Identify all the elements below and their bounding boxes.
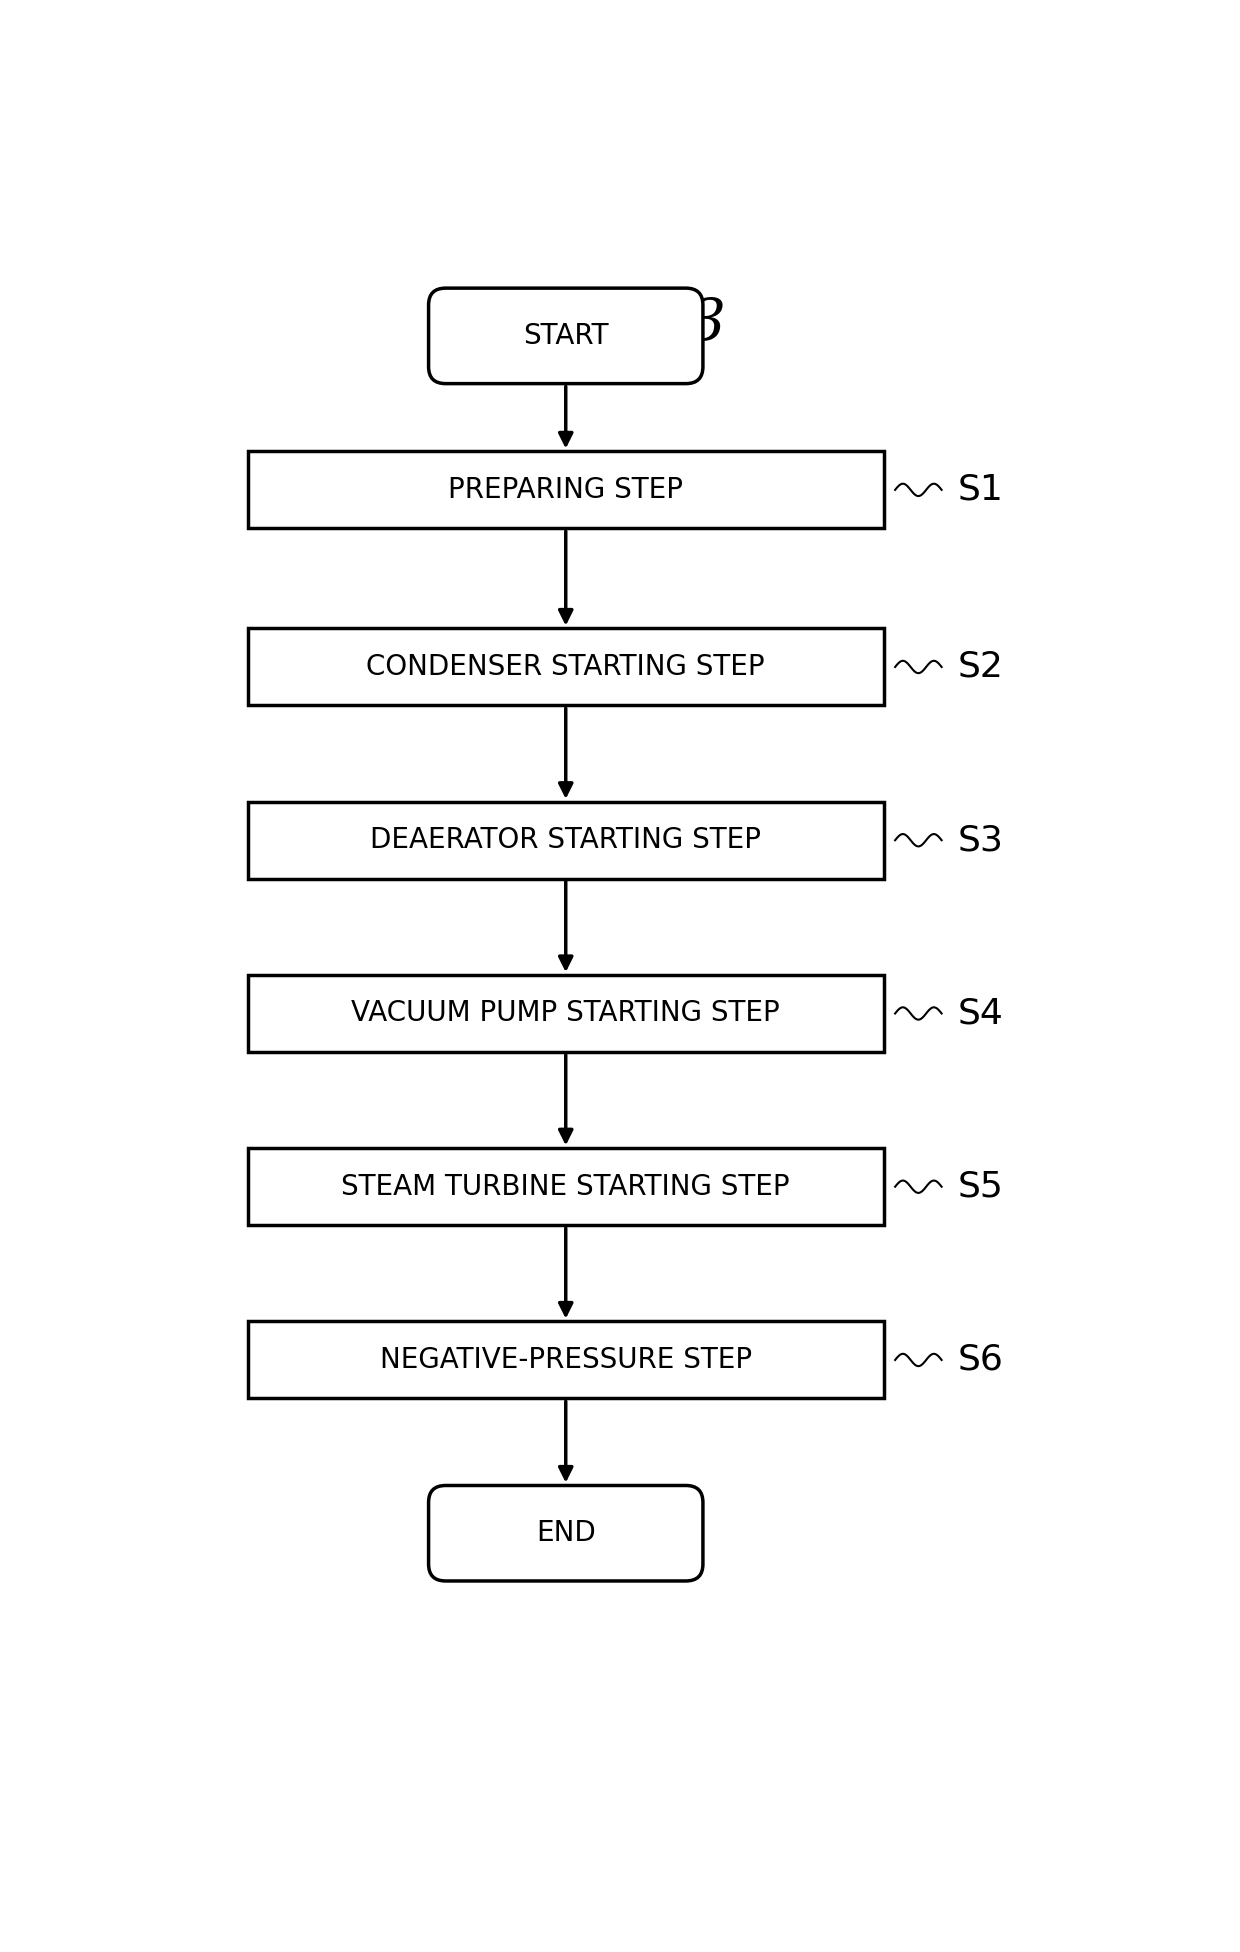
Text: PREPARING STEP: PREPARING STEP [448,476,683,504]
FancyBboxPatch shape [429,1485,703,1581]
FancyBboxPatch shape [248,802,883,878]
Text: START: START [523,322,609,349]
Text: FIG. 3: FIG. 3 [544,297,727,353]
Text: S5: S5 [957,1169,1003,1204]
Text: DEAERATOR STARTING STEP: DEAERATOR STARTING STEP [371,826,761,855]
FancyBboxPatch shape [248,451,883,529]
Text: S1: S1 [957,472,1003,508]
FancyBboxPatch shape [248,974,883,1052]
Text: S6: S6 [957,1343,1003,1376]
FancyBboxPatch shape [248,1148,883,1226]
Text: STEAM TURBINE STARTING STEP: STEAM TURBINE STARTING STEP [341,1173,790,1200]
FancyBboxPatch shape [429,289,703,385]
Text: S2: S2 [957,650,1003,683]
Text: CONDENSER STARTING STEP: CONDENSER STARTING STEP [367,654,765,681]
Text: VACUUM PUMP STARTING STEP: VACUUM PUMP STARTING STEP [351,999,780,1027]
Text: S3: S3 [957,824,1003,857]
FancyBboxPatch shape [248,629,883,705]
Text: NEGATIVE-PRESSURE STEP: NEGATIVE-PRESSURE STEP [379,1347,751,1374]
Text: END: END [536,1519,595,1548]
Text: S4: S4 [957,996,1003,1031]
FancyBboxPatch shape [248,1322,883,1398]
